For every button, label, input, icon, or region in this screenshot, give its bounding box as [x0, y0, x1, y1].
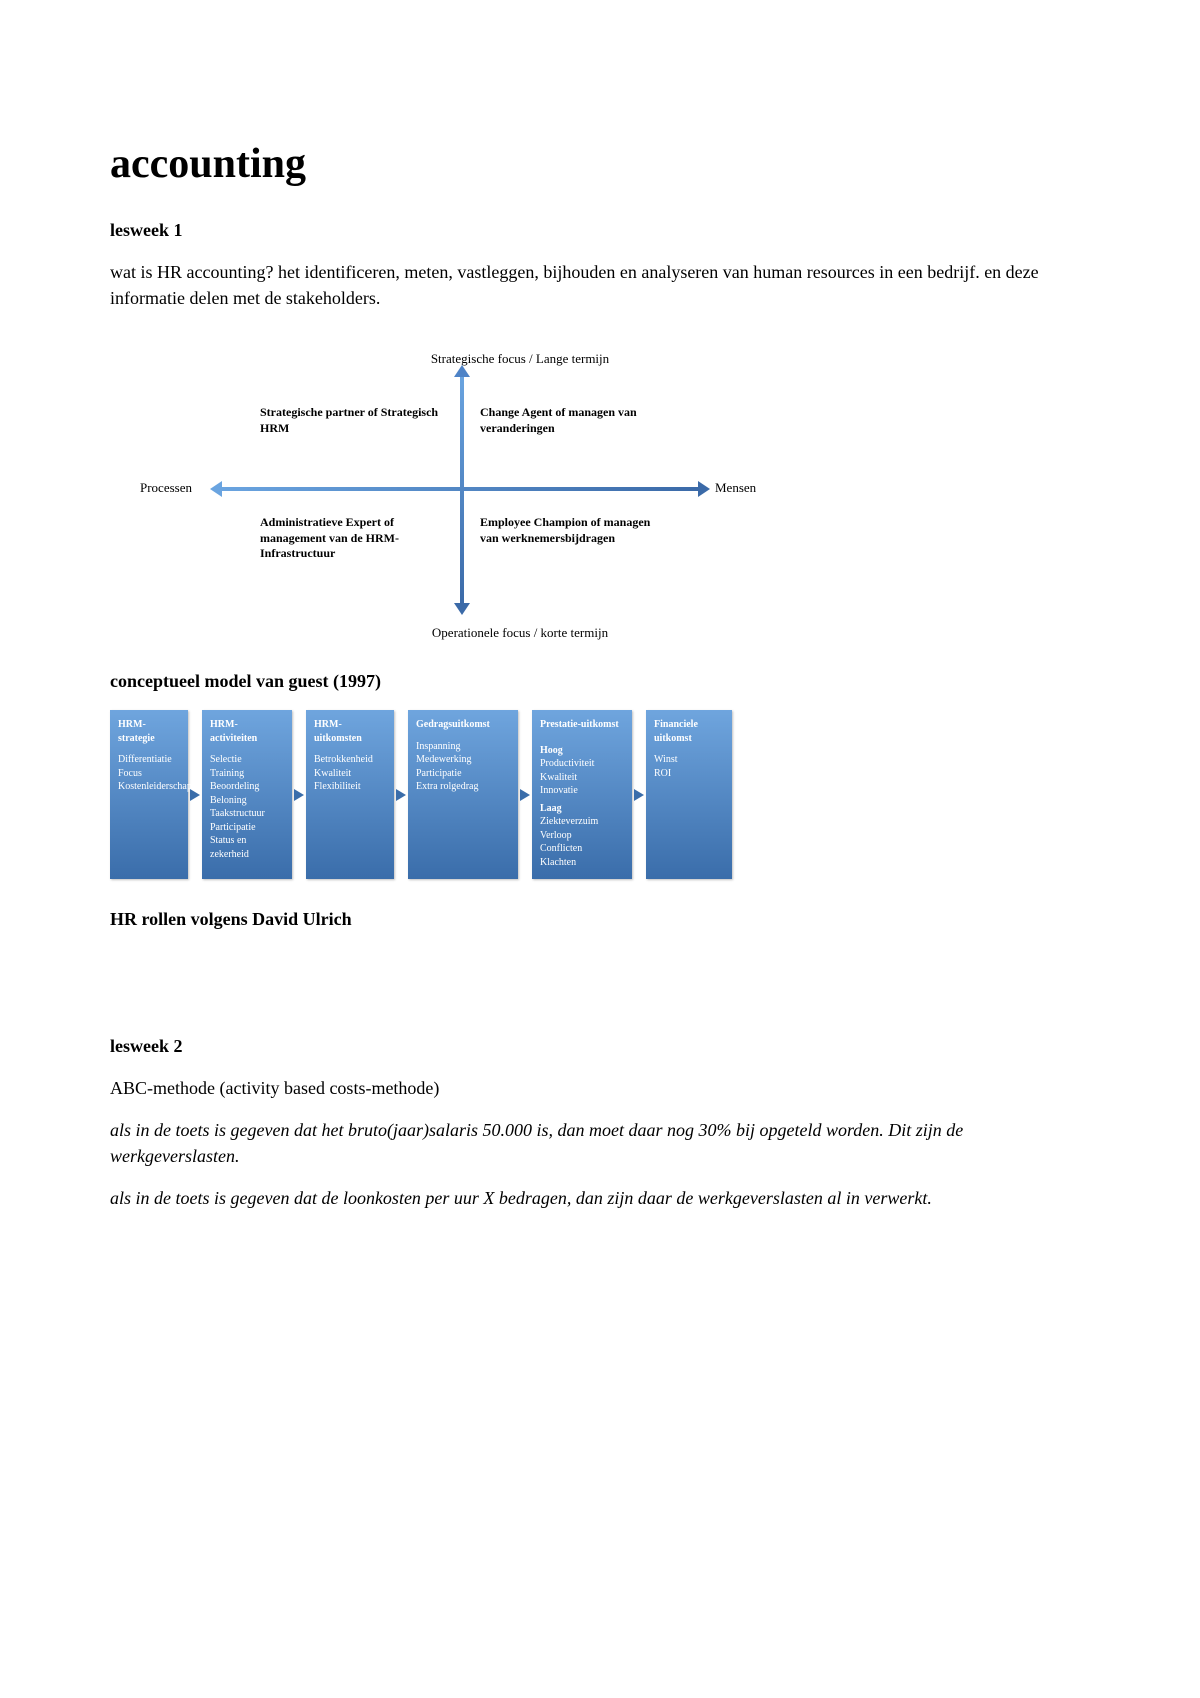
guest-box-uitkomsten: HRM-uitkomsten Betrokkenheid Kwaliteit F… — [306, 710, 394, 879]
guest-item: Kostenleiderschap — [118, 780, 180, 794]
guest-item: Productiviteit — [540, 757, 624, 771]
guest-item: ROI — [654, 767, 724, 781]
guest-box-financieel: Financiele uitkomst Winst ROI — [646, 710, 732, 879]
guest-item: Kwaliteit — [314, 767, 386, 781]
intro-paragraph: wat is HR accounting? het identificeren,… — [110, 259, 1090, 311]
guest-item: Winst — [654, 753, 724, 767]
arrow-icon — [190, 789, 200, 801]
note-paragraph-2: als in de toets is gegeven dat de loonko… — [110, 1185, 1090, 1211]
heading-lesweek2: lesweek 2 — [110, 1036, 1090, 1057]
page-title: accounting — [110, 140, 1090, 188]
guest-item: Inspanning — [416, 740, 510, 754]
axis-bottom-label: Operationele focus / korte termijn — [260, 625, 780, 641]
arrow-icon — [396, 789, 406, 801]
guest-item: Status en zekerheid — [210, 834, 284, 861]
guest-item: Beoordeling — [210, 780, 284, 794]
guest-box-gedrag: Gedragsuitkomst Inspanning Medewerking P… — [408, 710, 518, 879]
axis-horizontal — [220, 487, 700, 491]
quadrant-top-left: Strategische partner of Strategisch HRM — [260, 405, 440, 436]
spacer — [110, 948, 1090, 1008]
arrow-icon — [520, 789, 530, 801]
guest-item: Participatie — [210, 821, 284, 835]
guest-item: Beloning — [210, 794, 284, 808]
guest-box-strategie: HRM-strategie Differentiatie Focus Koste… — [110, 710, 188, 879]
guest-item: Klachten — [540, 856, 624, 870]
abc-paragraph: ABC-methode (activity based costs-method… — [110, 1075, 1090, 1101]
guest-item: Selectie — [210, 753, 284, 767]
guest-subgroup-label: Laag — [540, 802, 624, 816]
heading-lesweek1: lesweek 1 — [110, 220, 1090, 241]
guest-subgroup-label: Hoog — [540, 744, 624, 758]
axis-right-label: Mensen — [715, 480, 756, 496]
guest-item: Focus — [118, 767, 180, 781]
guest-box-prestatie: Prestatie-uitkomst Hoog Productiviteit K… — [532, 710, 632, 879]
guest-box-activiteiten: HRM-activiteiten Selectie Training Beoor… — [202, 710, 292, 879]
guest-item: Ziekteverzuim — [540, 815, 624, 829]
axis-left-label: Processen — [140, 480, 192, 496]
guest-item: Conflicten — [540, 842, 624, 856]
note-paragraph-1: als in de toets is gegeven dat het bruto… — [110, 1117, 1090, 1169]
axis-top-label: Strategische focus / Lange termijn — [260, 351, 780, 367]
quadrant-top-right: Change Agent of managen van veranderinge… — [480, 405, 660, 436]
quadrant-core: Processen Mensen Strategische partner of… — [140, 375, 780, 605]
guest-box-title: Prestatie-uitkomst — [540, 718, 624, 732]
quadrant-bottom-right: Employee Champion of managen van werknem… — [480, 515, 660, 546]
guest-model-flow: HRM-strategie Differentiatie Focus Koste… — [110, 710, 770, 879]
guest-box-title: HRM-activiteiten — [210, 718, 284, 745]
heading-guest-model: conceptueel model van guest (1997) — [110, 671, 1090, 692]
guest-item: Innovatie — [540, 784, 624, 798]
ulrich-quadrant-diagram: Strategische focus / Lange termijn Proce… — [140, 351, 780, 641]
arrow-icon — [294, 789, 304, 801]
guest-box-title: HRM-strategie — [118, 718, 180, 745]
guest-item: Medewerking — [416, 753, 510, 767]
guest-box-title: Financiele uitkomst — [654, 718, 724, 745]
guest-item: Verloop — [540, 829, 624, 843]
guest-item: Kwaliteit — [540, 771, 624, 785]
quadrant-bottom-left: Administratieve Expert of management van… — [260, 515, 440, 562]
guest-item: Training — [210, 767, 284, 781]
guest-box-title: Gedragsuitkomst — [416, 718, 510, 732]
guest-item: Betrokkenheid — [314, 753, 386, 767]
guest-item: Differentiatie — [118, 753, 180, 767]
arrow-icon — [634, 789, 644, 801]
guest-item: Taakstructuur — [210, 807, 284, 821]
guest-item: Participatie — [416, 767, 510, 781]
guest-item: Flexibiliteit — [314, 780, 386, 794]
guest-item: Extra rolgedrag — [416, 780, 510, 794]
guest-box-title: HRM-uitkomsten — [314, 718, 386, 745]
heading-ulrich-roles: HR rollen volgens David Ulrich — [110, 909, 1090, 930]
